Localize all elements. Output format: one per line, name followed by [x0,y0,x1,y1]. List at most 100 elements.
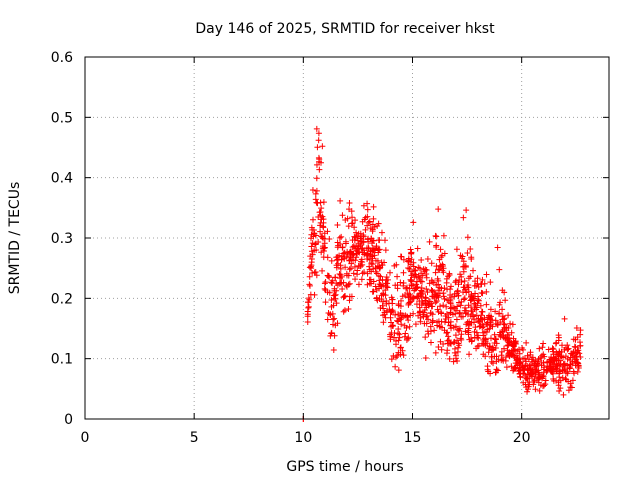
data-point [314,144,321,151]
data-point [494,321,501,328]
data-point [437,262,444,269]
y-axis-ticks: 0 0.1 0.2 0.3 0.4 0.5 0.6 [51,50,609,428]
data-point [527,361,534,368]
data-point [317,222,324,229]
data-point [458,255,465,262]
data-point [377,282,384,289]
data-point [380,290,387,297]
data-point [458,331,465,338]
data-point [456,309,463,316]
data-point [521,355,528,362]
data-point [406,323,413,330]
data-point [445,273,452,280]
data-point [408,250,415,257]
data-point [374,297,381,304]
data-point [418,278,425,285]
data-point [388,323,395,330]
data-point [540,351,547,358]
data-point [339,212,346,219]
data-point [306,264,313,271]
data-point [444,286,451,293]
data-point [564,346,571,353]
data-point [397,344,404,351]
data-point [332,274,339,281]
data-point [395,325,402,332]
data-point [483,329,490,336]
data-point [405,335,412,342]
data-point [429,318,436,325]
data-point [425,316,432,323]
data-point [397,316,404,323]
data-point [435,308,442,315]
data-point [413,301,420,308]
data-point [351,236,358,243]
data-point [488,347,495,354]
data-point [559,342,566,349]
data-point [555,353,562,360]
data-point [352,276,359,283]
data-point [388,356,395,363]
data-point [524,388,531,395]
data-point [562,375,569,382]
y-tick-label: 0.3 [51,231,73,247]
data-point [550,376,557,383]
data-point [437,303,444,310]
data-point [481,314,488,321]
data-point [519,362,526,369]
data-point [320,216,327,223]
data-point [453,246,460,253]
data-point [492,317,499,324]
data-point [372,283,379,290]
data-point [352,234,359,241]
data-point [394,317,401,324]
data-point [561,360,568,367]
data-point [346,266,353,273]
data-point [414,283,421,290]
data-point [441,295,448,302]
data-point [511,346,518,353]
data-point [484,363,491,370]
data-point [496,310,503,317]
data-point [468,338,475,345]
data-point [565,345,572,352]
data-point [446,355,453,362]
y-tick-label: 0.2 [51,291,73,307]
data-point [561,315,568,322]
data-point [490,346,497,353]
data-point [410,282,417,289]
data-point [477,322,484,329]
data-point [360,233,367,240]
data-point [437,246,444,253]
data-point [326,274,333,281]
data-point [451,293,458,300]
data-point [351,263,358,270]
data-point [400,269,407,276]
data-point [398,253,405,260]
data-point [322,279,329,286]
data-point [499,356,506,363]
data-point [411,274,418,281]
data-point [439,267,446,274]
data-point [304,313,311,320]
data-point [450,339,457,346]
data-point [528,370,535,377]
data-point [529,354,536,361]
data-point [315,213,322,220]
data-point [454,287,461,294]
data-point [470,267,477,274]
data-point [436,284,443,291]
data-point [474,275,481,282]
data-point [432,299,439,306]
data-point [321,235,328,242]
data-point [465,275,472,282]
data-point [324,289,331,296]
data-point [498,348,505,355]
data-point [387,314,394,321]
data-point [364,236,371,243]
data-point [368,268,375,275]
data-point [447,305,454,312]
data-point [366,256,373,263]
data-point [364,222,371,229]
